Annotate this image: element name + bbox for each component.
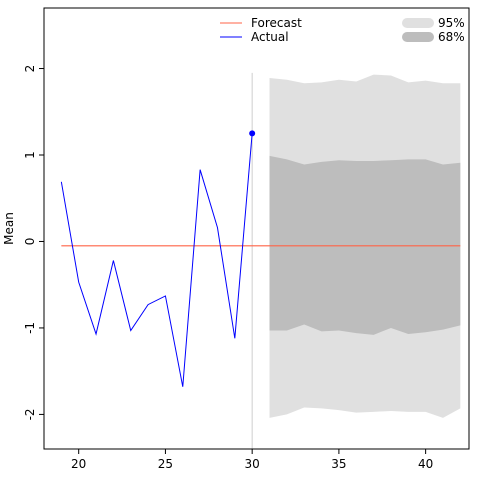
legend-label: Forecast (251, 16, 302, 30)
legend-swatch-band (402, 32, 434, 42)
legend-label: 95% (438, 16, 465, 30)
y-tick-label: -1 (23, 322, 37, 334)
x-tick-label: 25 (158, 457, 173, 471)
y-axis: -2 -1 0 1 2 (23, 65, 44, 420)
series-lines (60, 72, 461, 449)
y-tick-label: 2 (23, 65, 37, 73)
x-tick-label: 35 (331, 457, 346, 471)
legend-swatch-band (402, 18, 434, 28)
actual-line (60, 133, 253, 387)
y-axis-label: Mean (2, 212, 16, 245)
legend-label: 68% (438, 30, 465, 44)
plot-frame (43, 7, 470, 450)
x-tick-label: 20 (71, 457, 86, 471)
x-tick-label: 40 (418, 457, 433, 471)
x-tick-label: 30 (245, 457, 260, 471)
x-axis: 20 25 30 35 40 (71, 449, 433, 471)
actual-last-point (249, 130, 256, 137)
y-tick-label: -2 (23, 408, 37, 420)
y-tick-label: 1 (23, 151, 37, 159)
legend-label: Actual (251, 30, 289, 44)
y-tick-label: 0 (23, 238, 37, 246)
